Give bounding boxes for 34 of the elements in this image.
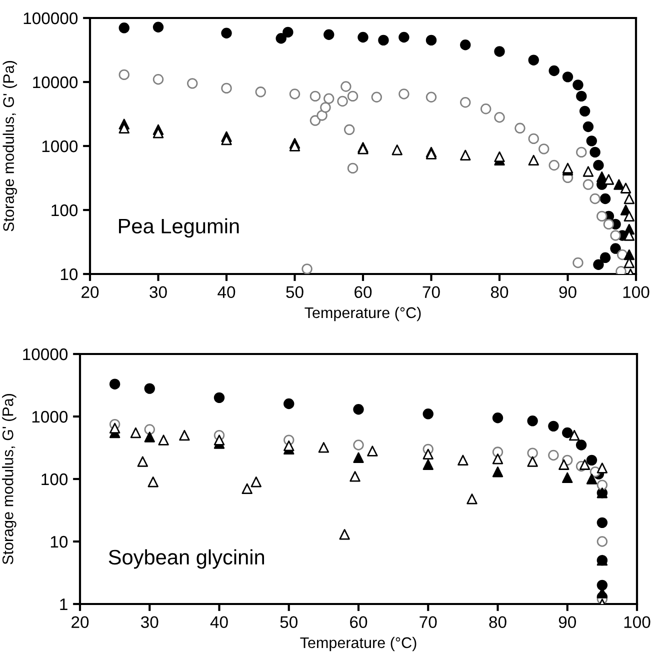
x-tick-label: 80 [490,286,508,298]
y-tick-label: 100 [52,204,78,216]
x-tick-label: 20 [72,616,89,628]
x-axis-title: Temperature (°C) [304,306,421,322]
x-tick-label: 90 [559,286,576,298]
x-axis-title: Temperature (°C) [300,636,416,652]
y-axis-title: Storage modulus, G' (Pa) [2,60,18,232]
x-tick-label: 70 [420,616,437,628]
x-tick-label: 60 [350,616,368,628]
annotation: Soybean glycinin [108,549,264,569]
x-tick-label: 80 [489,616,506,628]
y-tick-label: 100 [42,473,68,486]
x-tick-label: 50 [280,616,298,628]
y-tick-label: 10 [50,536,68,548]
y-tick-label: 100000 [24,12,78,24]
y-tick-label: 1000 [42,140,78,152]
x-tick-label: 90 [558,616,576,628]
y-tick-label: 10000 [23,348,68,360]
y-tick-label: 10000 [33,76,78,88]
x-tick-label: 100 [623,286,650,298]
y-axis-title: Storage modulus, G' (Pa) [2,394,16,564]
annotation: Pea Legumin [119,218,239,238]
x-tick-label: 60 [354,286,372,298]
x-tick-label: 30 [140,616,158,628]
y-tick-label: 10 [60,268,78,280]
x-tick-label: 100 [624,616,650,628]
x-tick-label: 70 [422,286,440,298]
x-tick-label: 40 [218,286,236,298]
x-tick-label: 40 [210,616,228,628]
y-tick-label: 1 [60,598,68,610]
x-tick-label: 50 [286,286,304,298]
y-tick-label: 1000 [32,410,68,423]
x-tick-label: 30 [150,286,167,298]
x-tick-label: 20 [82,286,99,298]
